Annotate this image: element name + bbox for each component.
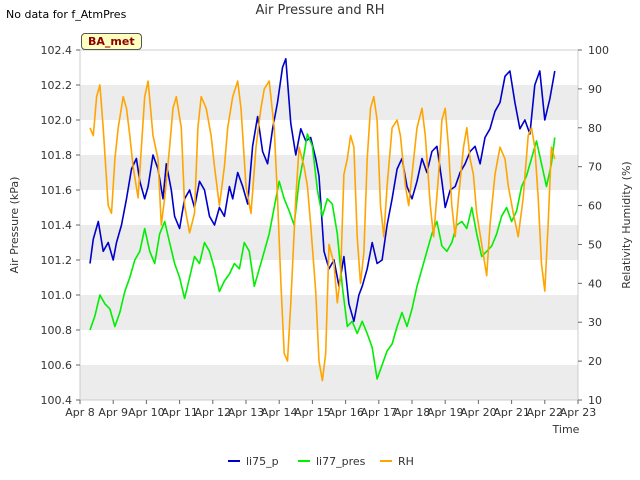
y2-tick-label: 10 <box>588 394 602 407</box>
y2-tick-label: 90 <box>588 83 602 96</box>
y-tick-label: 101.8 <box>41 149 73 162</box>
x-tick-label: Apr 17 <box>361 406 398 419</box>
site-badge: BA_met <box>81 33 142 50</box>
background-bands <box>80 85 578 400</box>
series-layer <box>89 57 556 382</box>
series-line-RH <box>89 80 556 382</box>
x-tick-label: Apr 19 <box>427 406 464 419</box>
x-tick-label: Apr 10 <box>128 406 165 419</box>
y2-tick-label: 100 <box>588 44 609 57</box>
y2-tick-label: 50 <box>588 238 602 251</box>
x-tick-label: Apr 23 <box>560 406 597 419</box>
background-band <box>80 365 578 400</box>
background-band <box>80 85 578 120</box>
x-tick-label: Apr 21 <box>493 406 530 419</box>
x-tick-label: Apr 16 <box>327 406 364 419</box>
x-tick-label: Apr 18 <box>394 406 431 419</box>
y-tick-label: 100.4 <box>41 394 73 407</box>
y-tick-label: 102.0 <box>41 114 73 127</box>
y-tick-label: 101.4 <box>41 219 73 232</box>
series-line-li77_pres <box>89 133 556 380</box>
y2-axis-ticks: 10 20 30 40 50 60 70 80 90 100 <box>578 44 609 407</box>
y-axis-label: Air Pressure (kPa) <box>8 177 21 274</box>
y-tick-label: 101.0 <box>41 289 73 302</box>
y-tick-label: 101.2 <box>41 254 73 267</box>
legend-label-li75_p: li75_p <box>246 455 279 468</box>
y2-tick-label: 80 <box>588 122 602 135</box>
series-line-li75_p <box>89 57 556 323</box>
x-tick-label: Apr 22 <box>527 406 564 419</box>
y-tick-label: 102.4 <box>41 44 73 57</box>
legend-label-li77_pres: li77_pres <box>316 455 366 468</box>
background-band <box>80 295 578 330</box>
y-tick-label: 100.8 <box>41 324 73 337</box>
x-tick-label: Apr 11 <box>161 406 198 419</box>
y2-tick-label: 20 <box>588 355 602 368</box>
y-tick-label: 101.6 <box>41 184 73 197</box>
x-tick-label: Apr 15 <box>294 406 331 419</box>
x-tick-label: Apr 13 <box>228 406 265 419</box>
y2-tick-label: 30 <box>588 316 602 329</box>
legend-label-RH: RH <box>398 455 414 468</box>
y2-axis-label: Relativity Humidity (%) <box>620 161 633 288</box>
x-tick-label: Apr 20 <box>460 406 497 419</box>
chart-title: Air Pressure and RH <box>255 3 385 18</box>
x-axis-label: Time <box>552 423 580 436</box>
y-tick-label: 100.6 <box>41 359 73 372</box>
y2-tick-label: 70 <box>588 161 602 174</box>
x-tick-label: Apr 14 <box>261 406 298 419</box>
x-tick-label: Apr 12 <box>195 406 232 419</box>
x-tick-label: Apr 8 <box>65 406 95 419</box>
no-data-note: No data for f_AtmPres <box>6 8 127 21</box>
y-axis-ticks: 100.4 100.6 100.8 101.0 101.2 101.4 101.6 101.8… <box>41 44 80 407</box>
y2-tick-label: 60 <box>588 200 602 213</box>
x-tick-label: Apr 9 <box>98 406 128 419</box>
y-tick-label: 102.2 <box>41 79 73 92</box>
legend: li75_p li77_pres RH <box>228 455 414 468</box>
y2-tick-label: 40 <box>588 277 602 290</box>
